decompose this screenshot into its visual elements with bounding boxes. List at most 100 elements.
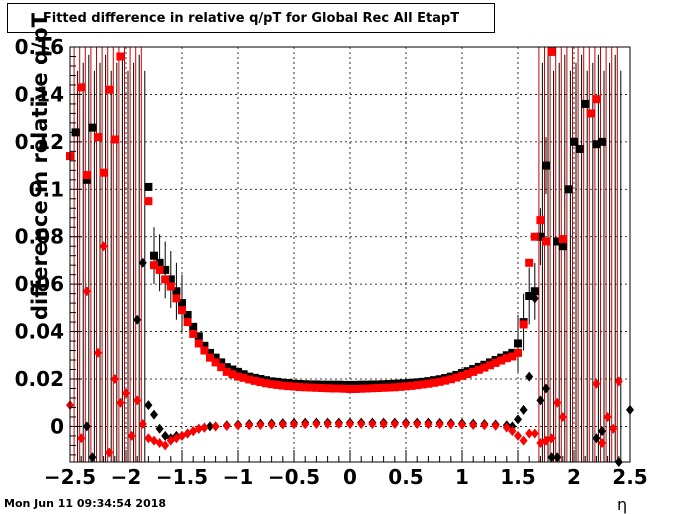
data-point [105,447,114,458]
data-point [486,361,494,370]
data-point [178,299,186,308]
data-point [312,419,321,430]
data-point [256,378,265,387]
data-point [284,382,293,391]
data-point [362,384,371,393]
data-point [267,419,276,430]
data-point [553,452,562,463]
data-point [558,242,567,251]
data-point [122,388,130,399]
data-point [491,420,500,431]
x-tick-label: 2.5 [612,465,647,489]
data-point [435,419,444,430]
data-point [133,395,142,406]
data-point [357,419,366,430]
data-point [458,419,466,430]
x-tick-label: −1 [223,465,254,489]
data-point [306,383,315,392]
data-point [161,265,170,274]
data-point [222,367,231,376]
data-point [222,363,231,372]
chart-title: Fitted difference in relative q/pT for G… [7,3,495,33]
data-point [351,384,360,393]
data-point [99,168,108,177]
data-point [77,83,86,92]
data-point [77,433,86,444]
data-point [525,258,534,267]
data-point [166,275,175,284]
data-point [402,419,410,430]
data-point [519,320,528,329]
y-tick-label: 0.02 [15,367,64,391]
data-point [530,287,539,296]
data-point [508,426,517,437]
data-point [290,419,298,430]
data-point [553,237,562,246]
data-point [222,420,231,431]
data-point [480,363,489,372]
y-tick-label: 0.12 [15,130,64,154]
data-point [211,353,220,362]
data-point [250,376,259,385]
data-point [82,171,91,180]
data-point [413,381,422,390]
data-point [278,419,287,430]
data-point [329,384,338,393]
data-point [519,435,528,446]
data-point [553,397,562,408]
data-point [334,384,343,393]
data-point [547,433,556,444]
timestamp-label: Mon Jun 11 09:34:54 2018 [4,497,167,510]
data-point [368,419,377,430]
data-point [446,375,455,384]
data-point [536,395,545,406]
data-point [323,384,332,393]
data-point [558,235,567,244]
data-point [474,365,483,374]
data-point [430,378,438,387]
data-point [592,433,601,444]
data-point [497,356,506,365]
data-point [144,400,153,411]
data-point [525,428,534,439]
data-point [514,339,522,348]
data-point [435,377,444,386]
data-point [239,373,248,382]
data-point [234,372,242,381]
data-point [183,318,192,327]
data-point [278,381,287,390]
data-point [323,419,332,430]
data-point [452,373,461,382]
data-point [390,419,399,430]
data-point [502,422,511,433]
data-point [458,371,466,380]
data-point [379,419,388,430]
data-point [547,47,556,56]
data-point [469,367,478,376]
data-point [82,421,91,432]
data-point [138,419,147,430]
data-point [116,397,125,408]
data-point [368,384,377,393]
y-tick-label: 0.04 [15,320,64,344]
data-point [110,135,119,144]
data-point [346,380,354,389]
data-point [402,382,410,391]
y-axis-label: difference in relative q/pT [28,12,52,320]
data-point [542,383,550,394]
data-point [603,411,612,422]
x-tick-label: −0.5 [268,465,320,489]
data-point [172,287,181,296]
data-point [418,380,427,389]
data-point [206,348,214,357]
data-point [155,423,164,434]
data-point [598,438,606,449]
data-point [166,282,175,291]
data-point [530,232,539,241]
data-point [514,430,522,441]
data-point [586,109,595,118]
y-tick-label: 0 [50,414,64,438]
data-point [273,380,282,389]
data-point [189,322,198,331]
data-point [614,376,623,387]
